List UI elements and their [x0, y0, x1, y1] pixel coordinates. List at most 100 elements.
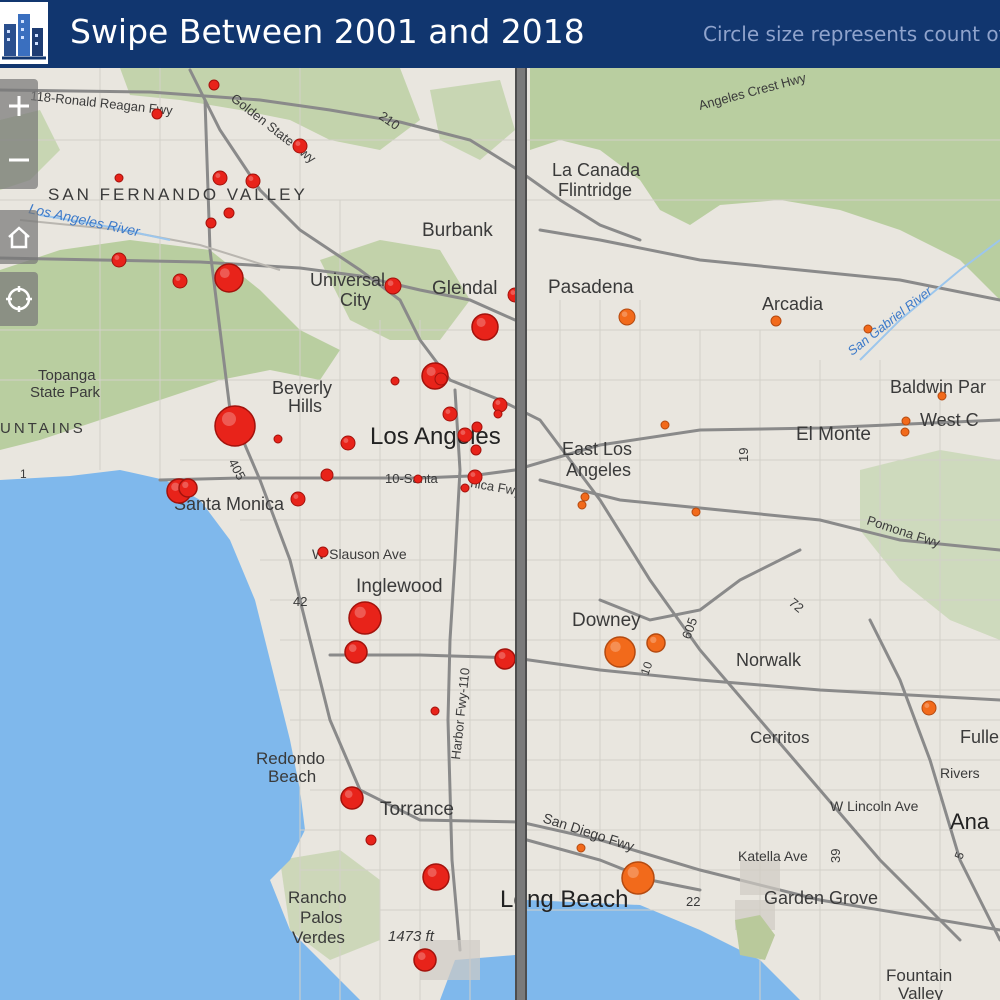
incident-circle-2001[interactable]	[470, 444, 482, 456]
incident-circle-2018[interactable]	[646, 633, 666, 653]
incident-circle-2001-highlight	[427, 867, 437, 877]
label-santa-monica: Santa Monica	[174, 494, 285, 514]
incident-circle-2018[interactable]	[937, 391, 947, 401]
label-santa-monica-fwy: 10-Santa	[385, 471, 439, 486]
home-button[interactable]	[0, 210, 38, 264]
label-east-la-1: East Los	[562, 439, 632, 459]
incident-circle-2018[interactable]	[921, 700, 937, 716]
label-la-canada-1: La Canada	[552, 160, 641, 180]
label-lincoln: W Lincoln Ave	[830, 798, 919, 814]
incident-circle-2001-highlight	[344, 790, 353, 799]
incident-circle-2001[interactable]	[320, 468, 334, 482]
incident-circle-2018[interactable]	[621, 861, 655, 895]
label-inglewood: Inglewood	[356, 576, 443, 597]
incident-circle-2001[interactable]	[178, 478, 198, 498]
label-beverly-1: Beverly	[272, 378, 332, 398]
incident-circle-2001[interactable]	[151, 108, 163, 120]
zoom-control	[0, 79, 38, 189]
incident-circle-2018-highlight	[924, 703, 930, 708]
incident-circle-2001[interactable]	[214, 405, 256, 447]
street-grid	[0, 68, 1000, 1000]
label-redondo-2: Beach	[268, 767, 316, 786]
label-universal-1: Universal	[310, 270, 385, 290]
incident-circle-2018[interactable]	[580, 492, 590, 502]
incident-circle-2001-highlight	[293, 494, 299, 499]
map-view[interactable]: 118-Ronald Reagan Fwy Golden State Fwy 2…	[0, 68, 1000, 1000]
label-slauson: W Slauson Ave	[312, 546, 407, 562]
incident-circle-2001[interactable]	[208, 79, 220, 91]
locate-button[interactable]	[0, 272, 38, 326]
incident-circle-2001[interactable]	[344, 640, 368, 664]
incident-circle-2018[interactable]	[863, 324, 873, 334]
incident-circle-2018[interactable]	[576, 843, 586, 853]
zoom-out-button[interactable]	[0, 135, 38, 185]
incident-circle-2018[interactable]	[770, 315, 782, 327]
incident-circle-2001[interactable]	[292, 138, 308, 154]
locate-icon	[6, 286, 32, 312]
incident-circle-2001[interactable]	[340, 786, 364, 810]
incident-circle-2018[interactable]	[604, 636, 636, 668]
incident-circle-2001[interactable]	[223, 207, 235, 219]
incident-circle-2001[interactable]	[384, 277, 402, 295]
incident-circle-2001[interactable]	[245, 173, 261, 189]
incident-circle-2018[interactable]	[660, 420, 670, 430]
minus-icon	[9, 158, 29, 162]
label-east-la-2: Angeles	[566, 460, 631, 480]
incident-circle-2018[interactable]	[618, 308, 636, 326]
label-riverside: Rivers	[940, 765, 980, 781]
incident-circle-2001[interactable]	[471, 421, 483, 433]
incident-circle-2001[interactable]	[111, 252, 127, 268]
incident-circle-2001[interactable]	[317, 546, 329, 558]
label-fountain-2: Valley	[898, 984, 944, 1000]
label-west-covina: West C	[920, 410, 979, 430]
incident-circle-2018[interactable]	[900, 427, 910, 437]
incident-circle-2001-highlight	[295, 141, 301, 146]
incident-circle-2001[interactable]	[273, 434, 283, 444]
incident-circle-2001[interactable]	[214, 263, 244, 293]
incident-circle-2018[interactable]	[577, 500, 587, 510]
label-anaheim: Ana	[950, 809, 990, 834]
incident-circle-2018[interactable]	[691, 507, 701, 517]
label-fountain-1: Fountain	[886, 966, 952, 985]
label-hwy-1: 1	[20, 467, 27, 481]
label-glendale: Glendal	[432, 278, 498, 299]
incident-circle-2001[interactable]	[348, 601, 382, 635]
incident-circle-2001[interactable]	[430, 706, 440, 716]
incident-circle-2001[interactable]	[471, 313, 499, 341]
incident-circle-2001[interactable]	[365, 834, 377, 846]
app-logo	[0, 2, 48, 64]
incident-circle-2001[interactable]	[172, 273, 188, 289]
incident-circle-2001[interactable]	[290, 491, 306, 507]
incident-circle-2001[interactable]	[492, 397, 508, 413]
incident-circle-2001[interactable]	[460, 483, 470, 493]
label-hwy-5: 5	[952, 850, 968, 861]
incident-circle-2001[interactable]	[494, 648, 516, 670]
incident-circle-2018[interactable]	[901, 416, 911, 426]
incident-circle-2001[interactable]	[413, 474, 423, 484]
label-garden-grove: Garden Grove	[764, 888, 878, 908]
label-katella: Katella Ave	[738, 848, 808, 864]
label-long-beach-right: ng Beach	[527, 886, 628, 913]
incident-circle-2001[interactable]	[390, 376, 400, 386]
incident-circle-2001[interactable]	[467, 469, 483, 485]
incident-circle-2001[interactable]	[114, 173, 124, 183]
incident-circle-2001[interactable]	[212, 170, 228, 186]
incident-circle-2001[interactable]	[442, 406, 458, 422]
incident-circle-2001-highlight	[417, 952, 426, 961]
incident-circle-2001-highlight	[354, 606, 366, 619]
label-el-monte: El Monte	[796, 424, 871, 445]
incident-circle-2001[interactable]	[434, 372, 448, 386]
label-hwy-10-east: 10	[638, 659, 656, 677]
incident-circle-2001[interactable]	[340, 435, 356, 451]
zoom-in-button[interactable]	[0, 81, 38, 131]
incident-circle-2001[interactable]	[413, 948, 437, 972]
incident-circle-2001[interactable]	[457, 427, 473, 443]
swipe-divider-handle[interactable]	[515, 68, 527, 1000]
app-header: Swipe Between 2001 and 2018 Circle size …	[0, 0, 1000, 68]
incident-circle-2001[interactable]	[422, 863, 450, 891]
incident-circle-2001-highlight	[215, 173, 221, 178]
incident-circle-2001[interactable]	[493, 409, 503, 419]
label-pasadena: Pasadena	[548, 277, 634, 298]
incident-circle-2001-highlight	[470, 472, 476, 477]
incident-circle-2001[interactable]	[205, 217, 217, 229]
